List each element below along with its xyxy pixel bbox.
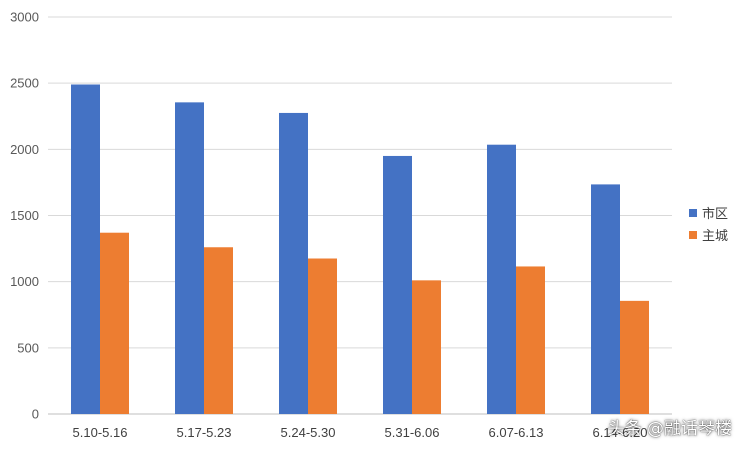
legend-swatch [689,231,697,239]
y-tick-label: 2500 [10,76,39,91]
y-tick-label: 2000 [10,142,39,157]
bar-series1-5 [591,184,620,414]
bar-series2-2 [308,258,337,414]
x-axis-ticks: 5.10-5.16 5.17-5.23 5.24-5.30 5.31-6.06 6.07… [73,425,648,440]
x-tick-label: 6.07-6.13 [489,425,544,440]
x-tick-label: 5.31-6.06 [385,425,440,440]
bar-series1-0 [71,84,100,415]
bars [71,84,649,415]
y-tick-label: 0 [32,407,39,422]
legend-label: 市区 [702,206,728,222]
bar-series2-5 [620,300,649,414]
y-tick-label: 3000 [10,10,39,25]
bar-series1-1 [175,102,204,414]
bar-series1-3 [383,155,412,414]
bar-series1-4 [487,144,516,414]
bar-series2-4 [516,266,545,414]
x-tick-label: 6.14-6.20 [593,425,648,440]
x-tick-label: 5.24-5.30 [281,425,336,440]
y-axis-ticks: 0 500 1000 1500 2000 2500 3000 [10,10,39,422]
x-tick-label: 5.10-5.16 [73,425,128,440]
bar-series2-0 [100,232,129,414]
y-tick-label: 1500 [10,208,39,223]
bar-series1-2 [279,112,308,415]
y-tick-label: 1000 [10,274,39,289]
watermark-text: 头条 @融话琴楼 [607,419,732,439]
bar-series2-1 [204,247,233,414]
x-tick-label: 5.17-5.23 [177,425,232,440]
legend-label: 主城 [702,229,728,244]
y-tick-label: 500 [17,340,39,355]
bar-series2-3 [412,280,441,414]
legend-swatch [689,209,697,217]
gridlines [48,16,672,415]
